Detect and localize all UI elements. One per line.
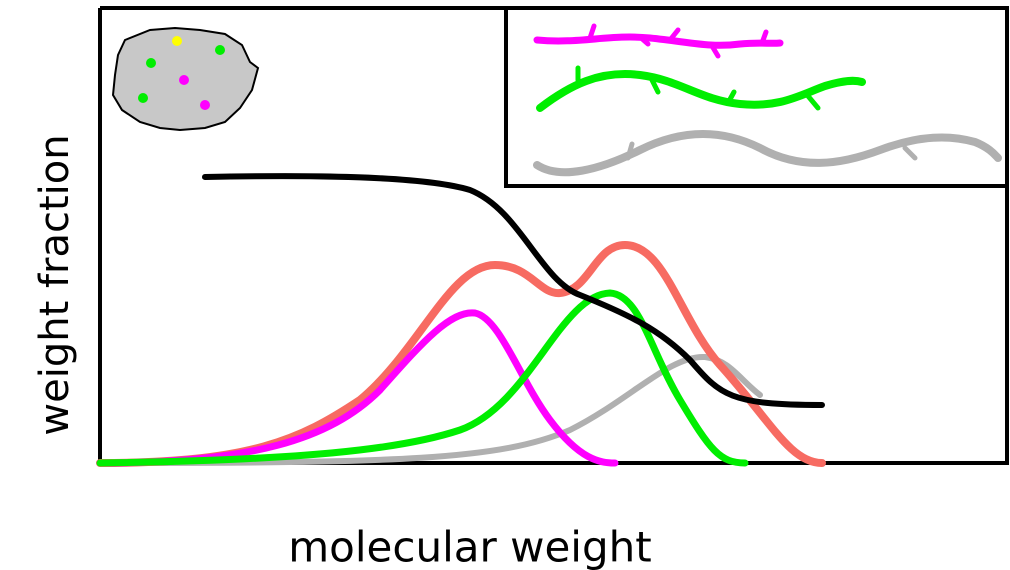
- particle-icon: [111, 26, 260, 132]
- plot-frame: [98, 6, 1009, 465]
- dot: [172, 36, 182, 46]
- dot: [200, 100, 210, 110]
- inset-frame: [504, 8, 1007, 188]
- y-axis-label: weight fraction: [32, 134, 78, 435]
- dot: [179, 75, 189, 85]
- x-axis-label: molecular weight: [288, 523, 651, 570]
- curve-magenta: [96, 309, 619, 467]
- chain-branches: [625, 141, 918, 161]
- curve-total: [96, 241, 826, 467]
- curve-green: [96, 289, 749, 467]
- curve-cumulative: [202, 173, 825, 408]
- inset-chains: [533, 23, 1002, 177]
- dot: [215, 45, 225, 55]
- chain-branches: [587, 23, 769, 59]
- dot: [146, 58, 156, 68]
- chain-gray: [533, 130, 1002, 177]
- chain-branches: [575, 65, 821, 111]
- dot: [138, 93, 148, 103]
